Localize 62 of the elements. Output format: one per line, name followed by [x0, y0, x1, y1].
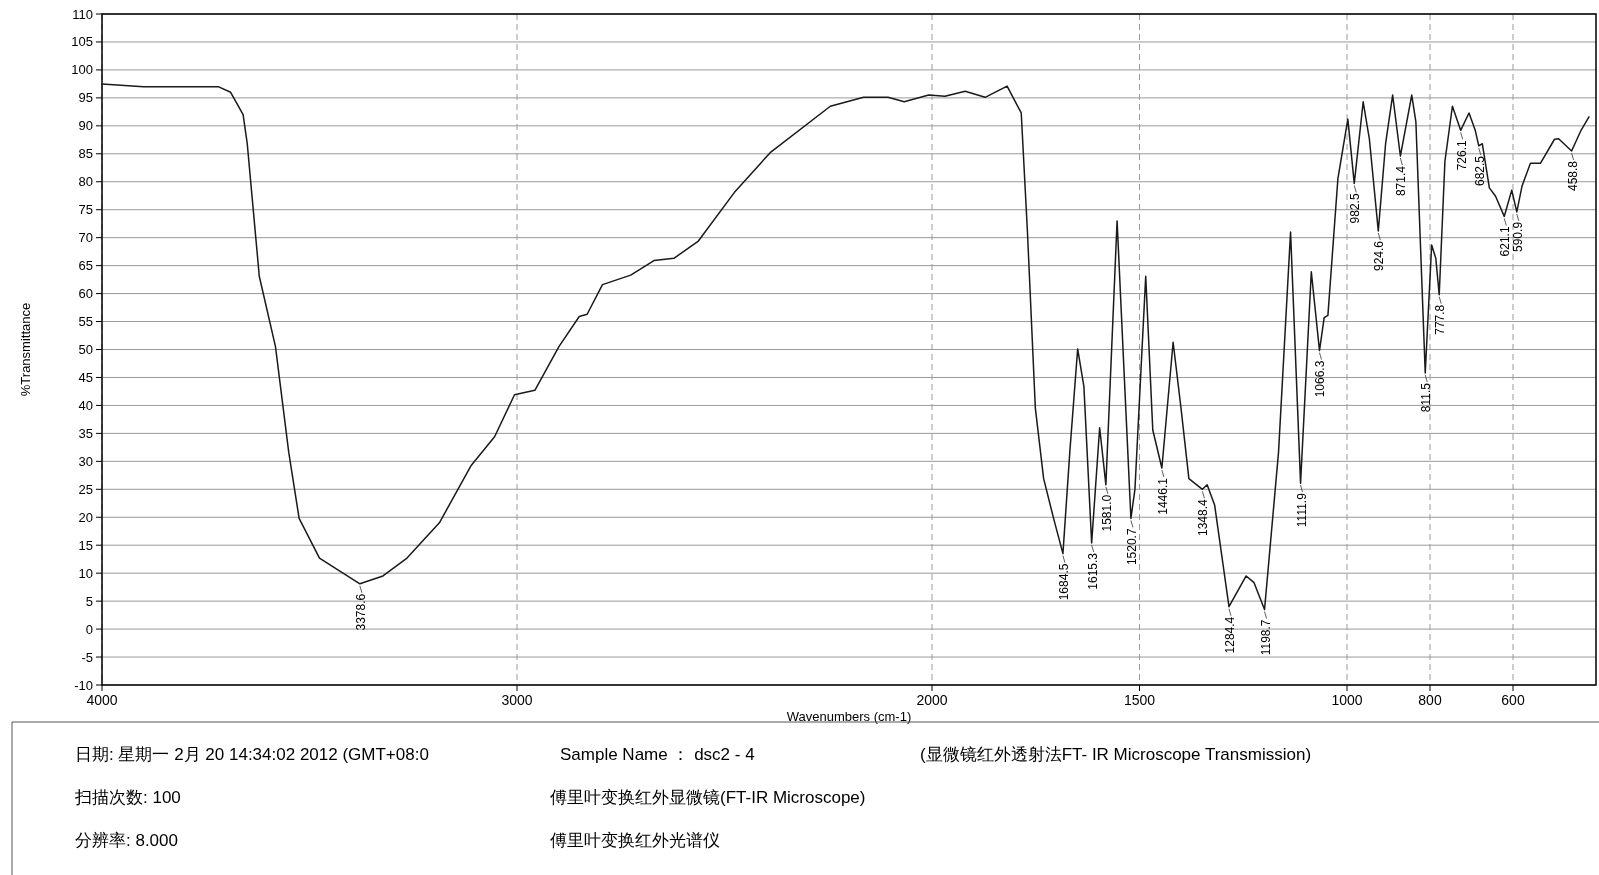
y-tick-label: 10	[78, 565, 93, 581]
annotation: 1066.3	[1313, 360, 1328, 398]
text: 分辨率: 8.000	[75, 831, 178, 850]
text: 傅里叶变换红外显微镜(FT-IR Microscope)	[550, 788, 866, 807]
annotation: 1111.9	[1294, 492, 1309, 528]
y-tick-label: 5	[85, 593, 93, 609]
y-tick-label: 30	[78, 453, 93, 469]
x-axis-title: Wavenumbers (cm-1)	[786, 709, 912, 724]
annotation: 3378.6	[353, 593, 368, 631]
y-tick-label: 85	[78, 146, 93, 162]
y-tick-label: 90	[78, 118, 93, 134]
annotation: 982.5	[1348, 193, 1363, 224]
annotation: 1198.7	[1258, 619, 1273, 656]
y-tick-label: -10	[74, 677, 93, 693]
annotation: 458.8	[1565, 160, 1580, 192]
annotation: 1348.4	[1196, 498, 1211, 536]
x-tick-label: 2000	[916, 692, 948, 708]
y-tick-label: 60	[78, 286, 93, 302]
y-tick-label: 50	[78, 342, 93, 357]
y-tick-label: 25	[78, 481, 93, 497]
annotation: 621.1	[1498, 226, 1513, 257]
y-tick-label: 65	[78, 258, 93, 274]
text: 日期: 星期一 2月 20 14:34:02 2012 (GMT+08:0	[75, 745, 429, 764]
x-tick-label: 600	[1501, 692, 1525, 708]
annotation: 811.5	[1419, 382, 1434, 413]
x-tick-label: 1500	[1123, 692, 1156, 708]
annotation: 726.1	[1454, 139, 1469, 171]
y-tick-label: 40	[78, 397, 93, 413]
annotation: 1520.7	[1124, 528, 1139, 566]
y-tick-label: 45	[78, 369, 93, 385]
text: (显微镜红外透射法FT- IR Microscope Transmission)	[920, 745, 1312, 764]
y-tick-label: 35	[78, 425, 93, 441]
x-tick-label: 4000	[86, 692, 118, 708]
y-tick-label: 95	[78, 90, 93, 106]
y-tick-label: 110	[72, 6, 93, 22]
y-tick-label: -5	[81, 649, 93, 665]
y-tick-label: 100	[71, 62, 93, 78]
annotation: 871.4	[1394, 165, 1409, 197]
y-tick-label: 105	[71, 34, 93, 50]
y-tick-label: 75	[78, 202, 93, 218]
y-tick-label: 70	[78, 230, 93, 246]
x-tick-label: 800	[1418, 692, 1442, 708]
text: 傅里叶变换红外光谱仪	[550, 831, 720, 850]
text: Sample Name ： dsc2 - 4	[560, 745, 755, 764]
annotation: 1615.3	[1085, 552, 1100, 590]
x-tick-label: 3000	[501, 692, 533, 708]
annotation: 924.6	[1372, 240, 1387, 271]
annotation: 1446.1	[1155, 477, 1170, 515]
x-tick-label: 1000	[1331, 692, 1363, 708]
annotation: 1284.4	[1222, 616, 1237, 654]
annotation: 777.8	[1433, 304, 1448, 335]
annotation: 1581.0	[1099, 494, 1114, 532]
y-tick-label: 20	[78, 509, 93, 525]
annotation: 1684.5	[1056, 563, 1071, 601]
y-axis-title: %Transmittance	[18, 302, 33, 397]
y-tick-label: 55	[78, 314, 93, 330]
annotation: 590.9	[1510, 221, 1525, 252]
text: 扫描次数: 100	[74, 788, 181, 807]
y-tick-label: 80	[78, 174, 93, 190]
annotation: 682.5	[1472, 155, 1487, 186]
y-tick-label: 0	[85, 621, 93, 637]
y-tick-label: 15	[78, 537, 93, 553]
